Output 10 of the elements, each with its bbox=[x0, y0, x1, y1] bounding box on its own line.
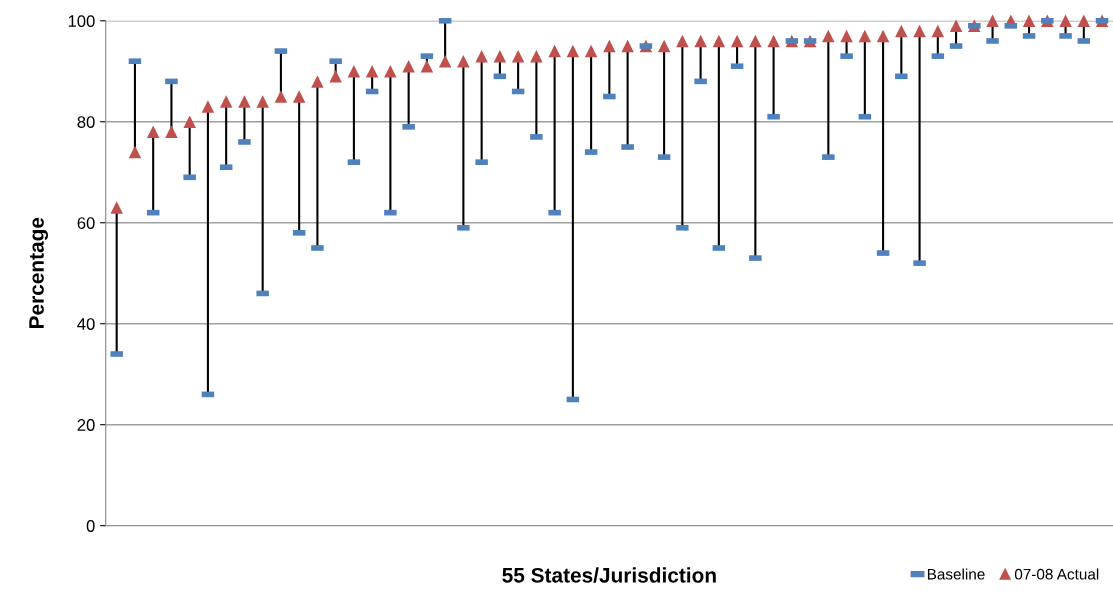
y-tick-label: 100 bbox=[68, 15, 95, 27]
y-tick-label: 60 bbox=[77, 217, 95, 229]
y-tick-label: 0 bbox=[86, 520, 95, 532]
x-axis-title: 55 States/Jurisdiction bbox=[502, 567, 716, 583]
y-tick-label: 40 bbox=[77, 318, 95, 330]
y-axis-title: Percentage bbox=[29, 217, 49, 329]
y-tick-label: 20 bbox=[77, 419, 95, 431]
y-tick-label: 80 bbox=[77, 116, 95, 128]
legend-label: Baseline bbox=[927, 568, 985, 580]
legend-label: 07-08 Actual bbox=[1014, 568, 1099, 580]
